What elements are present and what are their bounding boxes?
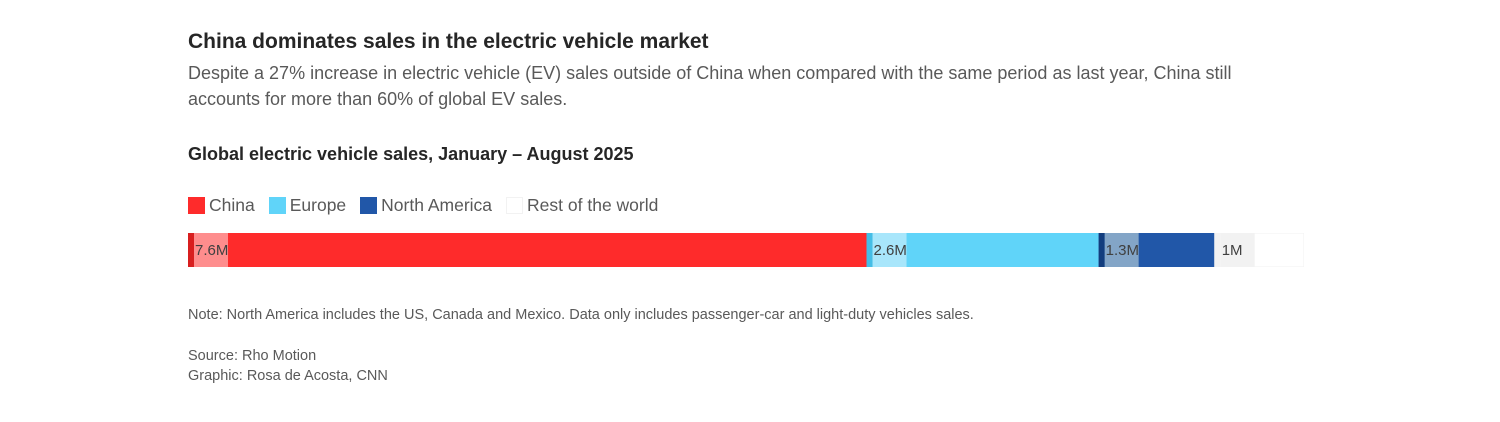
value-label-china: 7.6M (195, 242, 228, 259)
value-label-north-america: 1.3M (1106, 242, 1139, 259)
bar-edge-china (188, 233, 194, 267)
legend-label: Europe (289, 195, 347, 215)
legend-label: North America (381, 195, 493, 215)
bar-edge-north-america (1098, 233, 1105, 267)
chart-container: China dominates sales in the electric ve… (188, 28, 1305, 384)
graphic-credit: Graphic: Rosa de Acosta, CNN (188, 368, 388, 384)
legend-item-europe: Europe (268, 195, 347, 216)
label-bg-north-america (1104, 233, 1139, 267)
value-label-europe: 2.6M (874, 242, 907, 259)
bar-edge-rest-of-the-world (1214, 233, 1221, 267)
legend-item-china: China (188, 195, 255, 216)
bar-china (188, 233, 867, 267)
legend-item-rest-of-the-world: Rest of the world (506, 195, 658, 216)
legend-label: Rest of the world (527, 195, 659, 215)
label-bg-europe (872, 233, 907, 267)
bar-segment-north-america: 1.3M (1098, 233, 1215, 267)
label-bg-rest-of-the-world (1220, 233, 1255, 267)
legend-item-north-america: North America (360, 195, 492, 216)
label-bg-china (194, 233, 228, 267)
bar-edge-europe (866, 233, 873, 267)
note: Note: North America includes the US, Can… (188, 307, 974, 323)
legend: China Europe North America Rest of the worl… (188, 195, 672, 216)
source-block: Source: Rho Motion Graphic: Rosa de Acos… (188, 346, 388, 386)
bar-segment-rest-of-the-world: 1M (1214, 232, 1305, 268)
dek: Despite a 27% increase in electric vehic… (188, 63, 1232, 109)
legend-label: China (209, 195, 255, 215)
bar-segment-china: 7.6M (188, 233, 867, 267)
source-credit: Source: Rho Motion (188, 348, 317, 364)
value-label-rest-of-the-world: 1M (1222, 242, 1243, 259)
legend-swatch (360, 197, 378, 214)
legend-swatch (268, 197, 286, 214)
bar-segment-europe: 2.6M (866, 233, 1099, 267)
chart-title: Global electric vehicle sales, January –… (188, 144, 634, 164)
bar-area: 7.6M 2.6M 1.3M 1M (188, 232, 1305, 272)
legend-swatch (188, 197, 205, 214)
stacked-bar-chart: 7.6M 2.6M 1.3M 1M (188, 232, 1305, 268)
legend-swatch (506, 197, 524, 214)
headline: China dominates sales in the electric ve… (188, 30, 709, 53)
